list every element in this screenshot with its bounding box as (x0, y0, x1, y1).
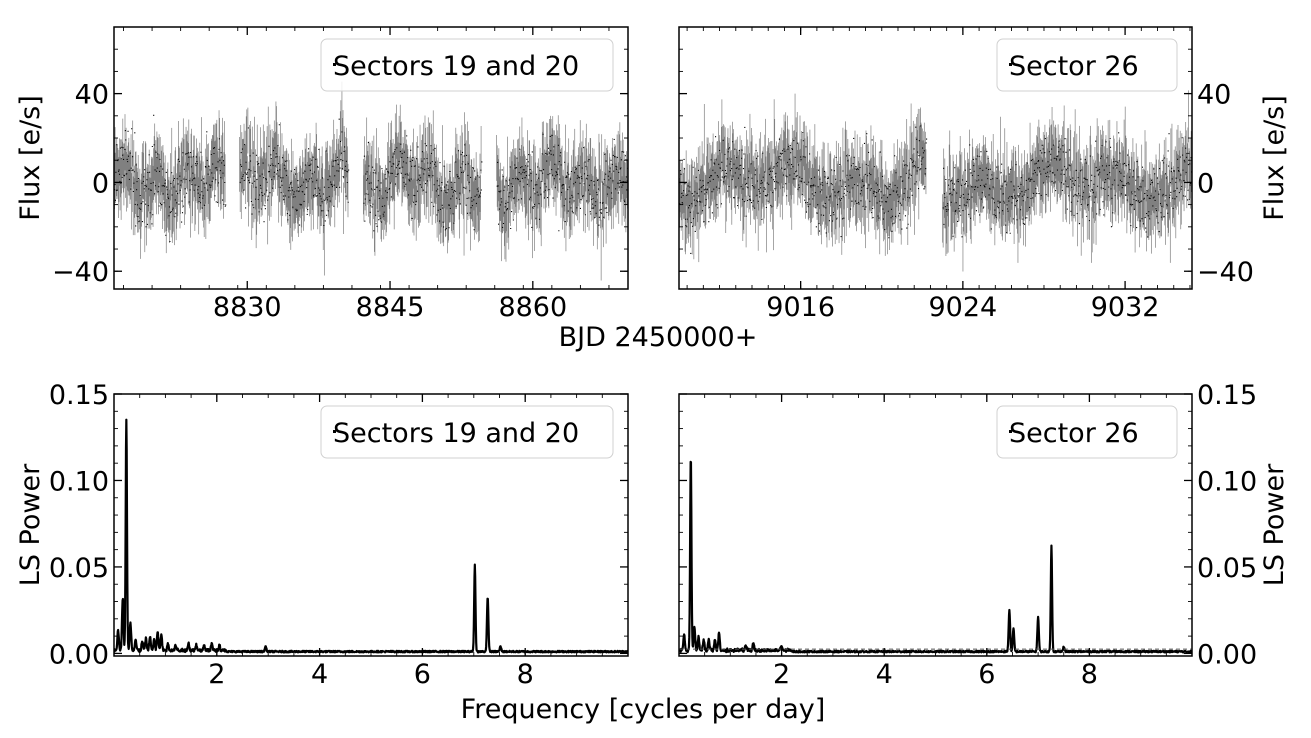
y-tick-label: 0.10 (1197, 466, 1257, 497)
y-axis-label: LS Power (15, 463, 46, 586)
y-axis-label: LS Power (1259, 463, 1290, 586)
y-tick-label: 0.10 (49, 466, 109, 497)
axes-frame (113, 26, 629, 290)
y-tick-label: 0 (92, 168, 109, 199)
errorbars-segment-2 (239, 81, 349, 276)
panel-periodogram-sector-26: 2 4 6 8 0.00 0.05 0.10 0.15 LS Power Sector 26 (678, 380, 1290, 690)
y-axis-label: Flux [e/s] (15, 95, 46, 221)
x-tick-label: 9016 (766, 292, 835, 323)
legend: Sector 26 (996, 405, 1178, 459)
legend-marker (1009, 430, 1012, 433)
y-tick-label: 0.00 (1197, 639, 1257, 670)
lightcurve-segment-2 (239, 81, 350, 276)
y-tick-label: 40 (75, 80, 109, 111)
lightcurve-segment-1 (114, 110, 227, 259)
lightcurve-segment-3 (363, 104, 483, 256)
y-tick-label: 0.05 (1197, 553, 1257, 584)
errorbars-segment-4 (496, 115, 628, 281)
y-tick-label: 0.15 (49, 380, 109, 411)
data-points-segment-1 (114, 114, 227, 243)
y-tick-label: −40 (1197, 257, 1254, 288)
lightcurve-segment-4 (496, 115, 628, 281)
x-tick-label: 2 (773, 659, 790, 690)
legend-marker (333, 430, 336, 433)
x-tick-label: 8830 (213, 292, 282, 323)
y-tick-label: 0.15 (1197, 380, 1257, 411)
x-tick-label: 9032 (1091, 292, 1160, 323)
x-tick-label: 8845 (356, 292, 425, 323)
legend: Sector 26 (996, 38, 1178, 92)
x-tick-label: 4 (876, 659, 893, 690)
errorbars-segment-1 (114, 110, 226, 259)
legend-box (996, 38, 1178, 92)
legend: Sectors 19 and 20 (320, 405, 614, 459)
legend-label: Sectors 19 and 20 (333, 418, 579, 449)
y-tick-label: −40 (52, 257, 109, 288)
panel-lightcurve-sector-26: 9016 9024 9032 −40 0 40 Flux [e/s] Sector 26 (678, 26, 1290, 323)
plot-area (114, 81, 628, 281)
periodogram-line (114, 418, 628, 654)
data-points-segment-4 (496, 133, 628, 232)
x-tick-label: 6 (414, 659, 431, 690)
periodogram-line (679, 460, 1192, 654)
y-tick-label: 0.00 (49, 639, 109, 670)
x-tick-label: 8860 (498, 292, 567, 323)
y-axis-label: Flux [e/s] (1259, 95, 1290, 221)
y-tick-label: 40 (1197, 80, 1231, 111)
axes-frame (678, 26, 1193, 290)
lightcurve-segment-2 (942, 90, 1192, 272)
plot-area (114, 418, 628, 654)
x-tick-label: 6 (978, 659, 995, 690)
x-tick-label: 8 (517, 659, 534, 690)
panel-periodogram-sectors-19-20: 2 4 6 8 0.00 0.05 0.10 0.15 LS Power Sectors 19 a… (15, 380, 629, 690)
x-tick-label: 4 (311, 659, 328, 690)
legend-box (320, 405, 614, 459)
top-x-axis-label: BJD 2450000+ (559, 322, 758, 353)
legend-marker (333, 63, 336, 66)
x-tick-label: 8 (1081, 659, 1098, 690)
legend: Sectors 19 and 20 (320, 38, 614, 92)
errorbars-segment-3 (363, 104, 482, 256)
errorbars-segment-2 (942, 90, 1192, 272)
x-tick-label: 2 (208, 659, 225, 690)
plot-area (679, 90, 1192, 272)
lightcurve-segment-1 (679, 93, 928, 263)
errorbars-segment-1 (679, 93, 927, 263)
panel-lightcurve-sectors-19-20: 8830 8845 8860 −40 0 40 Flux [e/s] Sectors 19 a… (15, 26, 629, 323)
legend-label: Sector 26 (1009, 51, 1139, 82)
legend-box (996, 405, 1178, 459)
legend-box (320, 38, 614, 92)
bottom-x-axis-label: Frequency [cycles per day] (461, 694, 826, 725)
plot-area (679, 460, 1192, 654)
legend-label: Sector 26 (1009, 418, 1139, 449)
legend-marker (1009, 63, 1012, 66)
y-tick-label: 0.05 (49, 553, 109, 584)
legend-label: Sectors 19 and 20 (333, 51, 579, 82)
y-tick-label: 0 (1197, 168, 1214, 199)
x-tick-label: 9024 (929, 292, 998, 323)
